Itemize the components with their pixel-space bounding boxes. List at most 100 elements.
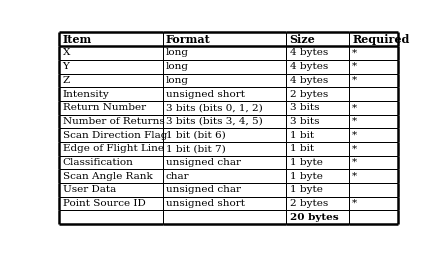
Bar — [162, 128, 286, 142]
Bar — [162, 142, 286, 156]
Text: 1 bit (bit 6): 1 bit (bit 6) — [166, 131, 226, 140]
Text: Scan Angle Rank: Scan Angle Rank — [62, 172, 153, 181]
Text: unsigned short: unsigned short — [166, 199, 245, 208]
Bar — [286, 197, 349, 210]
Bar — [349, 183, 398, 197]
Text: Size: Size — [289, 34, 315, 45]
Text: 1 bit: 1 bit — [289, 144, 314, 153]
Bar — [162, 73, 286, 87]
Bar — [286, 169, 349, 183]
Bar — [349, 101, 398, 115]
Text: *: * — [352, 158, 357, 167]
Text: 20 bytes: 20 bytes — [289, 213, 338, 222]
Bar — [162, 115, 286, 128]
Text: X: X — [62, 49, 70, 57]
Text: 3 bits (bits 0, 1, 2): 3 bits (bits 0, 1, 2) — [166, 103, 263, 112]
Text: 1 bit: 1 bit — [289, 131, 314, 140]
Bar — [286, 210, 349, 224]
Text: 2 bytes: 2 bytes — [289, 90, 328, 99]
Text: 4 bytes: 4 bytes — [289, 62, 328, 71]
Text: Point Source ID: Point Source ID — [62, 199, 145, 208]
Bar — [59, 46, 162, 60]
Text: Edge of Flight Line: Edge of Flight Line — [62, 144, 164, 153]
Bar — [59, 87, 162, 101]
Text: unsigned char: unsigned char — [166, 158, 241, 167]
Text: Format: Format — [166, 34, 211, 45]
Text: Return Number: Return Number — [62, 103, 146, 112]
Bar — [162, 60, 286, 73]
Bar — [286, 87, 349, 101]
Bar — [162, 46, 286, 60]
Bar — [59, 183, 162, 197]
Bar — [162, 33, 286, 46]
Text: Number of Returns: Number of Returns — [62, 117, 165, 126]
Text: long: long — [166, 76, 189, 85]
Bar — [349, 73, 398, 87]
Text: Z: Z — [62, 76, 70, 85]
Text: 3 bits: 3 bits — [289, 103, 319, 112]
Text: *: * — [352, 62, 357, 71]
Bar — [59, 142, 162, 156]
Bar — [286, 142, 349, 156]
Text: unsigned short: unsigned short — [166, 90, 245, 99]
Bar — [59, 197, 162, 210]
Bar — [349, 169, 398, 183]
Text: *: * — [352, 144, 357, 153]
Bar — [59, 101, 162, 115]
Text: *: * — [352, 131, 357, 140]
Text: *: * — [352, 172, 357, 181]
Text: long: long — [166, 49, 189, 57]
Bar — [59, 115, 162, 128]
Bar — [286, 101, 349, 115]
Bar — [59, 60, 162, 73]
Bar — [162, 197, 286, 210]
Text: 4 bytes: 4 bytes — [289, 76, 328, 85]
Bar — [349, 128, 398, 142]
Text: *: * — [352, 49, 357, 57]
Bar — [349, 142, 398, 156]
Text: 3 bits: 3 bits — [289, 117, 319, 126]
Text: 1 byte: 1 byte — [289, 158, 322, 167]
Text: User Data: User Data — [62, 185, 116, 194]
Bar — [349, 60, 398, 73]
Text: Required: Required — [352, 34, 410, 45]
Bar — [162, 183, 286, 197]
Bar — [349, 156, 398, 169]
Bar — [349, 87, 398, 101]
Bar — [162, 87, 286, 101]
Bar — [349, 46, 398, 60]
Text: *: * — [352, 199, 357, 208]
Bar — [349, 210, 398, 224]
Text: Classification: Classification — [62, 158, 133, 167]
Bar — [286, 60, 349, 73]
Bar — [162, 101, 286, 115]
Text: *: * — [352, 117, 357, 126]
Text: Item: Item — [62, 34, 92, 45]
Bar — [286, 156, 349, 169]
Bar — [286, 115, 349, 128]
Text: 3 bits (bits 3, 4, 5): 3 bits (bits 3, 4, 5) — [166, 117, 263, 126]
Text: long: long — [166, 62, 189, 71]
Text: 1 byte: 1 byte — [289, 172, 322, 181]
Text: 4 bytes: 4 bytes — [289, 49, 328, 57]
Bar — [59, 210, 162, 224]
Bar — [162, 156, 286, 169]
Bar — [349, 33, 398, 46]
Bar — [286, 183, 349, 197]
Text: *: * — [352, 76, 357, 85]
Bar — [349, 115, 398, 128]
Bar — [59, 33, 162, 46]
Text: Y: Y — [62, 62, 70, 71]
Text: Scan Direction Flag: Scan Direction Flag — [62, 131, 167, 140]
Bar — [59, 73, 162, 87]
Bar — [162, 169, 286, 183]
Bar — [59, 156, 162, 169]
Text: char: char — [166, 172, 190, 181]
Bar — [286, 46, 349, 60]
Bar — [286, 73, 349, 87]
Text: *: * — [352, 103, 357, 112]
Bar — [59, 169, 162, 183]
Text: 1 bit (bit 7): 1 bit (bit 7) — [166, 144, 226, 153]
Bar — [162, 210, 286, 224]
Bar — [286, 128, 349, 142]
